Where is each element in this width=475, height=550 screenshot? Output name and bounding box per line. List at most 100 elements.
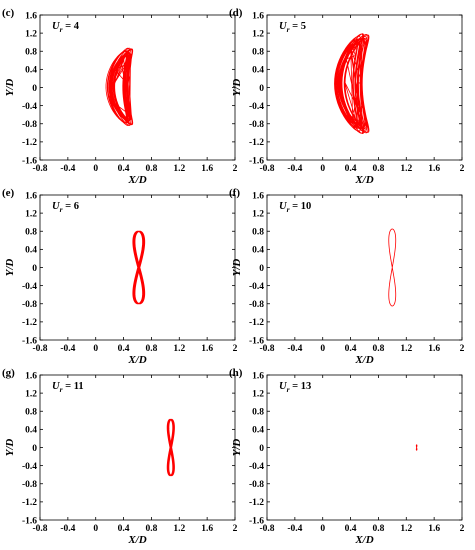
y-tick-label: 0.8 [25, 408, 37, 418]
x-tick-label: 0.8 [145, 164, 157, 174]
panel-label: (e) [2, 187, 15, 199]
x-tick-label: -0.8 [32, 164, 47, 174]
y-tick-label: -1.6 [249, 336, 264, 346]
y-tick-label: -0.4 [249, 462, 264, 472]
y-tick-label: -0.8 [249, 480, 264, 490]
y-tick-label: -0.4 [22, 462, 37, 472]
x-axis-label: X/D [354, 534, 373, 546]
y-tick-label: 0.4 [25, 246, 37, 256]
x-tick-label: -0.4 [287, 524, 302, 534]
x-tick-label: 0.8 [372, 164, 384, 174]
orbit-trajectory [166, 418, 175, 477]
orbit-trajectory [132, 230, 146, 305]
x-tick-label: 1.6 [201, 164, 213, 174]
y-tick-label: -1.2 [22, 318, 37, 328]
y-tick-label: 0.8 [252, 408, 264, 418]
y-tick-label: -0.4 [249, 282, 264, 292]
y-axis-label: Y/D [4, 79, 16, 97]
y-axis-label: Y/D [231, 79, 243, 97]
x-tick-label: 1.2 [173, 164, 185, 174]
y-tick-label: 1.6 [252, 371, 264, 381]
x-tick-label: 0.8 [372, 524, 384, 534]
x-tick-label: -0.4 [287, 164, 302, 174]
x-tick-label: 1.6 [428, 164, 440, 174]
x-tick-label: 0 [320, 344, 325, 354]
plot-frame [39, 14, 236, 161]
y-tick-label: 0.4 [252, 426, 264, 436]
y-tick-label: 1.2 [252, 29, 264, 39]
y-tick-label: 1.2 [252, 389, 264, 399]
y-tick-label: -1.2 [249, 498, 264, 508]
y-tick-label: -0.4 [22, 102, 37, 112]
plot-frame [39, 374, 236, 521]
y-tick-label: 1.6 [252, 11, 264, 21]
x-tick-label: 1.2 [173, 524, 185, 534]
plot-frame [266, 374, 463, 521]
y-tick-label: 0 [259, 84, 264, 94]
x-tick-label: -0.8 [259, 524, 274, 534]
y-tick-label: 1.2 [252, 209, 264, 219]
x-tick-label: 2 [233, 344, 238, 354]
y-tick-label: 0 [32, 444, 37, 454]
y-tick-label: 1.6 [25, 11, 37, 21]
x-tick-label: 0 [93, 344, 98, 354]
y-tick-label: 0.4 [252, 246, 264, 256]
x-tick-label: -0.4 [60, 524, 75, 534]
x-tick-label: -0.8 [32, 524, 47, 534]
y-tick-label: 1.2 [25, 29, 37, 39]
x-tick-label: -0.8 [32, 344, 47, 354]
y-tick-label: 0.8 [252, 48, 264, 58]
x-tick-label: 0 [320, 164, 325, 174]
panel-label: (h) [229, 367, 243, 379]
panel-d: -0.8 -0.4 0 0.4 0.8 1.2 1.6 2 1.6 1.2 0.8 0.4 0 -0.4 -… [229, 7, 465, 186]
y-tick-label: -0.4 [249, 102, 264, 112]
x-tick-label: 2 [460, 164, 465, 174]
x-tick-label: 0.4 [118, 164, 130, 174]
y-tick-label: -1.6 [22, 516, 37, 526]
y-tick-label: 0 [259, 264, 264, 274]
y-tick-label: 0 [32, 84, 37, 94]
x-tick-label: 1.2 [400, 524, 412, 534]
x-tick-label: 1.6 [201, 344, 213, 354]
x-axis-label: X/D [127, 534, 146, 546]
reduced-velocity-annotation: Ur = 5 [279, 21, 306, 34]
x-tick-label: 2 [460, 524, 465, 534]
x-axis-label: X/D [127, 354, 146, 366]
y-tick-label: 1.6 [25, 191, 37, 201]
y-axis-label: Y/D [231, 259, 243, 277]
y-tick-label: -1.2 [249, 318, 264, 328]
y-tick-label: 0.8 [25, 228, 37, 238]
y-axis-label: Y/D [4, 439, 16, 457]
x-tick-label: 0.8 [372, 344, 384, 354]
x-tick-label: 1.6 [428, 344, 440, 354]
orbit-trajectory [388, 228, 397, 307]
y-tick-label: -1.6 [249, 516, 264, 526]
reduced-velocity-annotation: Ur = 6 [52, 201, 79, 214]
reduced-velocity-annotation: Ur = 4 [52, 21, 80, 34]
x-tick-label: 1.2 [400, 164, 412, 174]
x-tick-label: 2 [233, 524, 238, 534]
y-tick-label: 0.4 [252, 66, 264, 76]
y-tick-label: 0.4 [25, 66, 37, 76]
orbit-trajectory [334, 33, 370, 135]
panel-label: (g) [2, 367, 15, 379]
y-tick-label: 1.2 [25, 209, 37, 219]
x-tick-label: 0.8 [145, 344, 157, 354]
y-axis-label: Y/D [231, 439, 243, 457]
y-tick-label: -1.6 [22, 156, 37, 166]
y-tick-label: 0 [259, 444, 264, 454]
x-tick-label: 2 [233, 164, 238, 174]
orbit-trajectory [105, 47, 134, 126]
reduced-velocity-annotation: Ur = 11 [52, 381, 84, 394]
x-axis-label: X/D [354, 174, 373, 186]
y-tick-label: 0.8 [25, 48, 37, 58]
y-tick-label: -0.8 [249, 300, 264, 310]
panel-g: -0.8 -0.4 0 0.4 0.8 1.2 1.6 2 1.6 1.2 0.8 0.4 0 -0.4 -… [2, 367, 238, 546]
x-tick-label: 0.8 [145, 524, 157, 534]
x-tick-label: -0.4 [60, 164, 75, 174]
x-tick-label: -0.4 [287, 344, 302, 354]
y-tick-label: -0.8 [22, 300, 37, 310]
x-tick-label: 0.4 [345, 524, 357, 534]
y-tick-label: -1.6 [22, 336, 37, 346]
x-tick-label: 1.2 [400, 344, 412, 354]
